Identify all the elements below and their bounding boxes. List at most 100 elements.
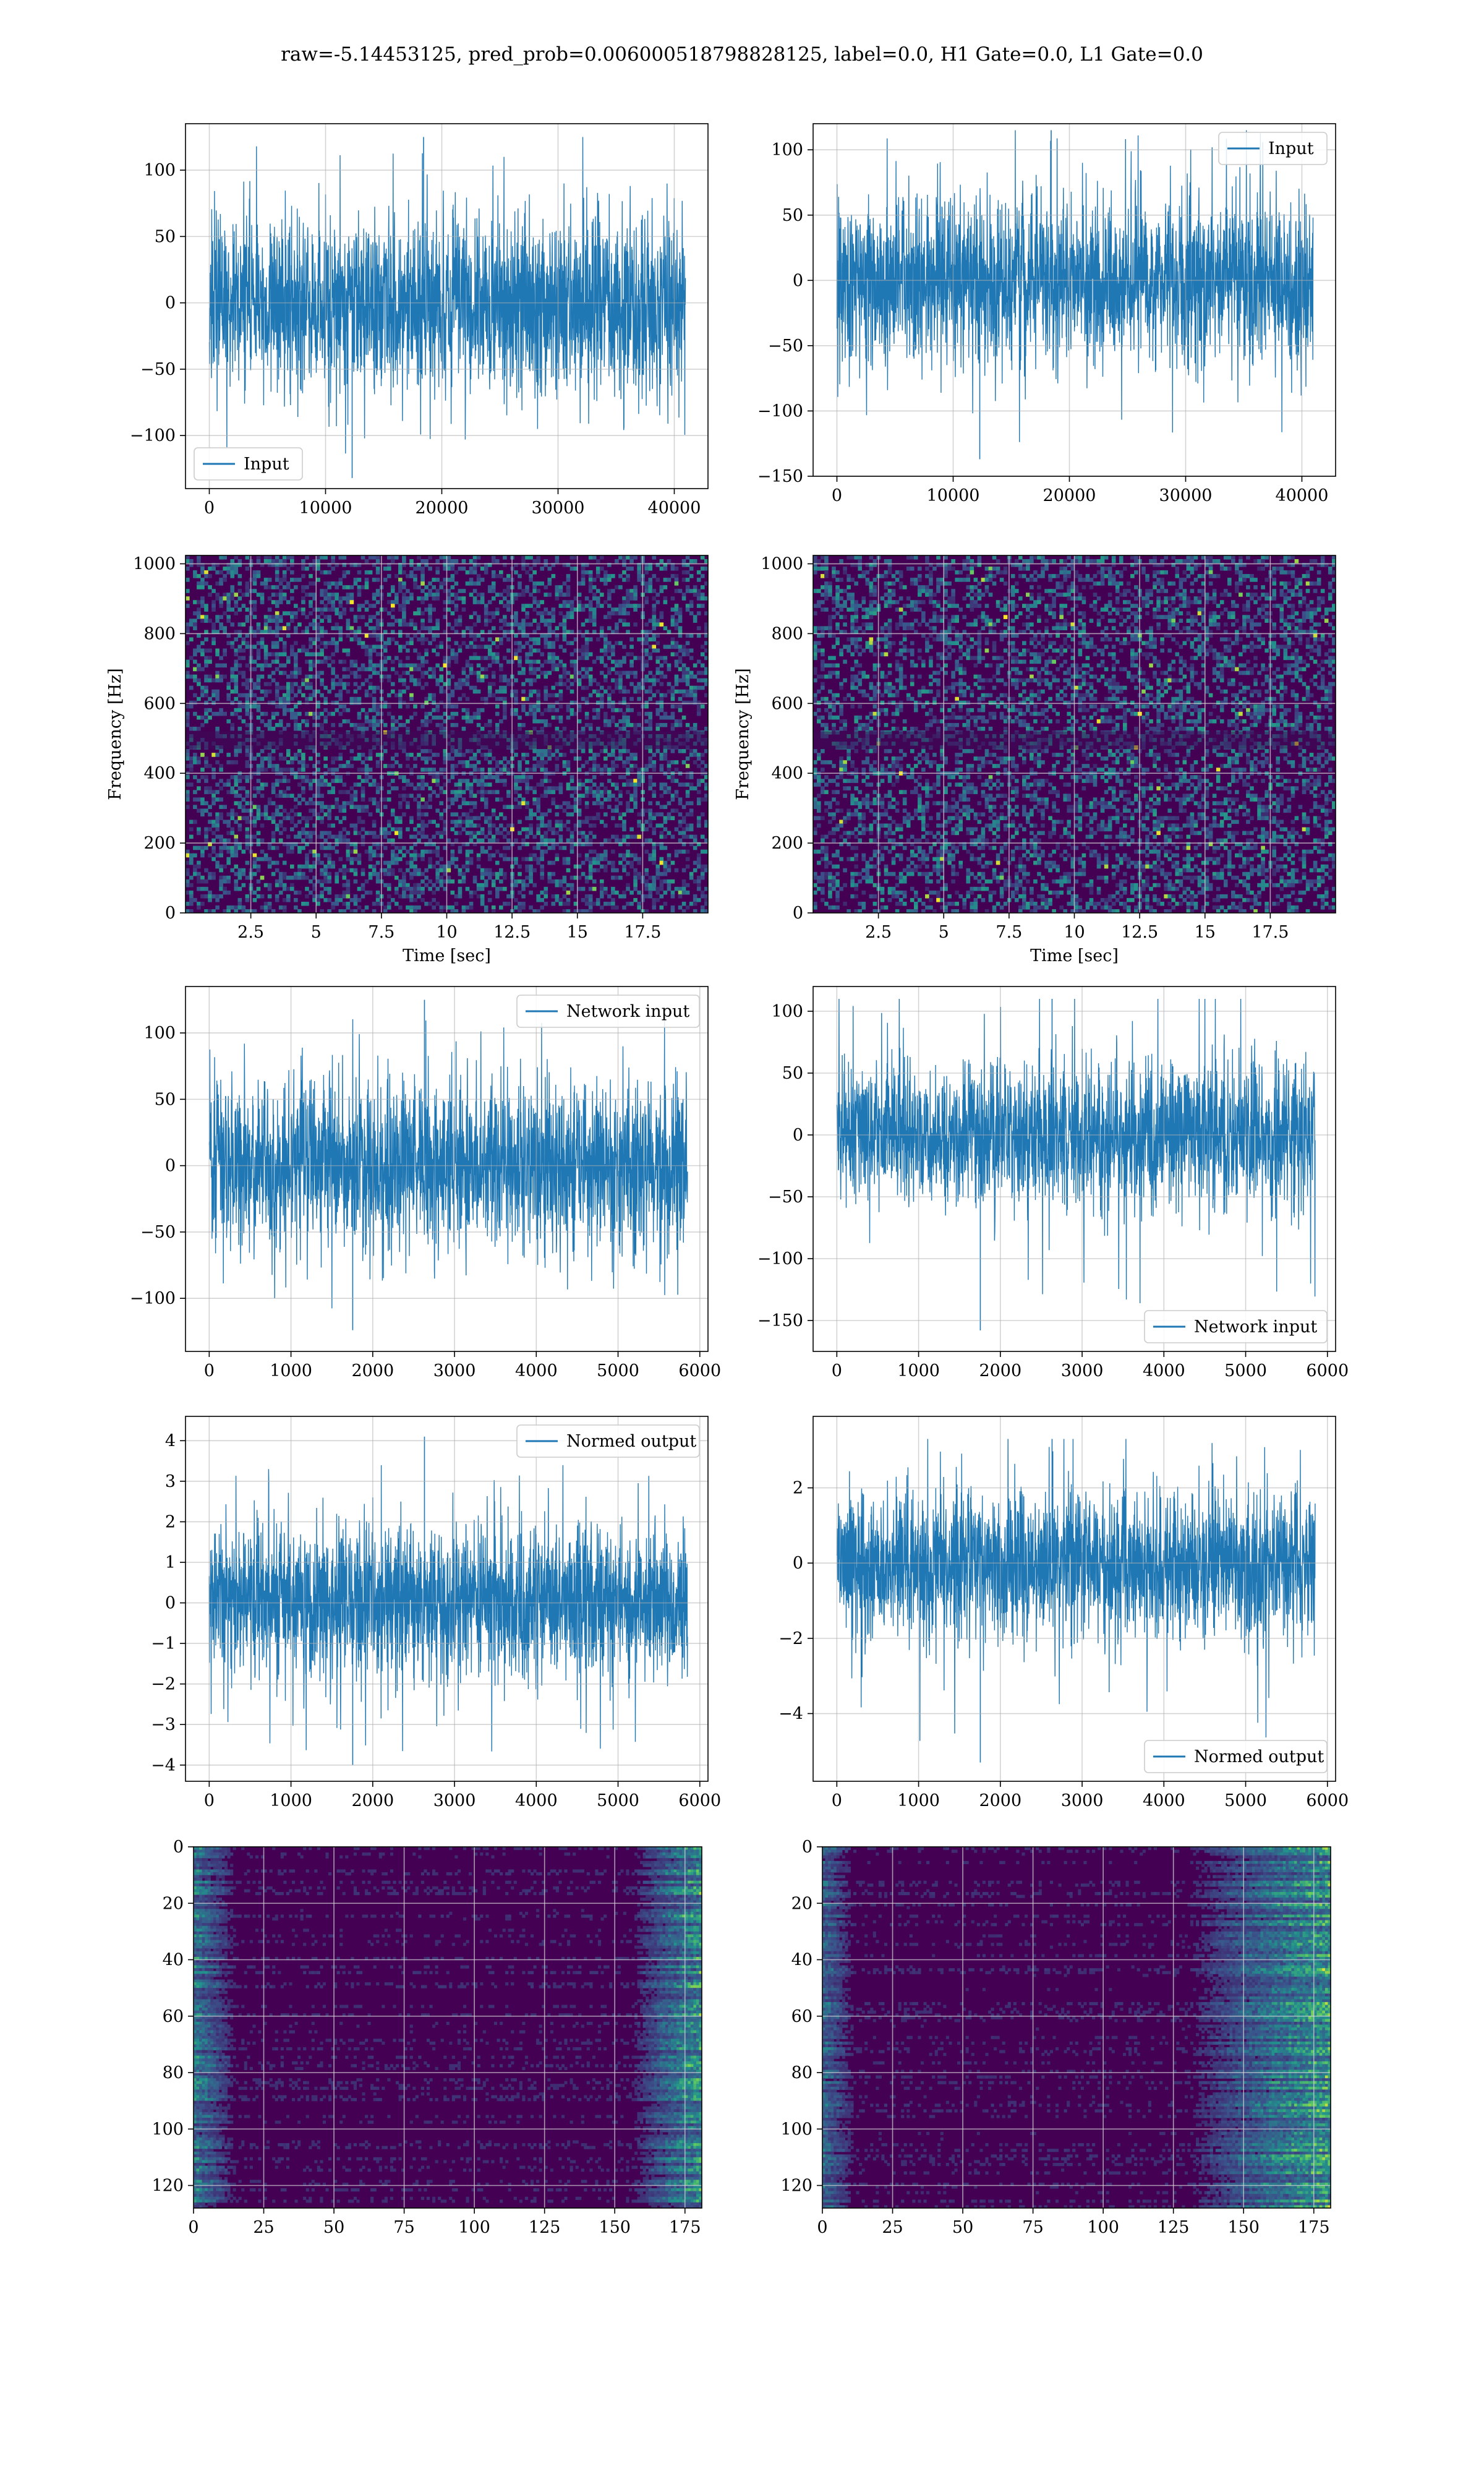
heatmap-cell <box>581 607 586 612</box>
heatmap-cell <box>529 567 533 571</box>
heatmap-cell <box>402 604 406 608</box>
heatmap-cell <box>316 615 320 619</box>
heatmap-cell <box>626 555 630 560</box>
x-tick-label: 20000 <box>1043 486 1096 505</box>
heatmap-cell <box>211 797 216 802</box>
heatmap-cell <box>443 831 448 836</box>
heatmap-cell <box>652 886 657 891</box>
heatmap-cell <box>237 801 242 805</box>
heatmap-cell <box>450 674 455 679</box>
heatmap-cell <box>234 782 239 787</box>
heatmap-cell <box>256 674 261 679</box>
heatmap-cell <box>406 656 410 661</box>
heatmap-cell <box>611 648 615 653</box>
heatmap-cell <box>260 749 265 753</box>
heatmap-cell <box>562 674 567 679</box>
heatmap-cell <box>648 715 653 720</box>
heatmap-cell <box>573 823 578 828</box>
heatmap-cell <box>525 659 529 664</box>
heatmap-cell <box>592 816 597 821</box>
heatmap-cell <box>226 563 231 567</box>
heatmap-cell <box>417 753 421 757</box>
heatmap-cell <box>386 864 391 869</box>
heatmap-cell <box>424 670 429 675</box>
heatmap-cell <box>536 816 540 821</box>
heatmap-cell <box>562 886 567 891</box>
heatmap-cell <box>446 600 451 604</box>
heatmap-cell <box>629 589 634 593</box>
heatmap-cell <box>622 764 626 768</box>
heatmap-cell <box>584 779 589 783</box>
heatmap-cell <box>458 794 463 798</box>
heatmap-cell <box>420 570 425 575</box>
heatmap-cell <box>297 749 302 753</box>
heatmap-cell <box>260 600 265 604</box>
heatmap-cell <box>256 622 261 627</box>
heatmap-cell <box>364 779 369 783</box>
heatmap-cell <box>230 667 235 672</box>
heatmap-cell <box>615 708 619 713</box>
heatmap-cell <box>629 860 634 865</box>
heatmap-cell <box>577 886 582 891</box>
heatmap-cell <box>386 886 391 891</box>
heatmap-cell <box>644 659 649 664</box>
heatmap-cell <box>633 797 638 802</box>
heatmap-cell <box>495 760 500 764</box>
heatmap-cell <box>305 894 309 899</box>
heatmap-cell <box>420 596 425 601</box>
heatmap-cell <box>629 722 634 727</box>
heatmap-cell <box>476 633 481 638</box>
heatmap-cell <box>375 719 380 724</box>
heatmap-cell <box>223 864 227 869</box>
heatmap-cell <box>335 682 339 687</box>
heatmap-cell <box>611 574 615 578</box>
heatmap-cell <box>629 644 634 649</box>
heatmap-cell <box>413 578 417 582</box>
heatmap-cell <box>555 667 560 672</box>
heatmap-cell <box>197 667 201 672</box>
heatmap-cell <box>465 626 470 631</box>
heatmap-cell <box>428 820 432 824</box>
heatmap-cell <box>234 871 239 876</box>
heatmap-cell <box>461 760 466 764</box>
heatmap-cell <box>461 801 466 805</box>
heatmap-cell <box>547 827 552 832</box>
heatmap-cell <box>476 857 481 862</box>
heatmap-cell <box>211 589 216 593</box>
heatmap-cell <box>390 786 395 790</box>
heatmap-cell <box>312 641 317 646</box>
heatmap-cell <box>338 897 343 902</box>
heatmap-cell <box>446 696 451 701</box>
heatmap-cell <box>633 689 638 694</box>
heatmap-cell <box>353 637 358 642</box>
heatmap-cell <box>461 682 466 687</box>
heatmap-cell <box>637 563 641 567</box>
heatmap-cell <box>234 842 239 847</box>
heatmap-cell <box>633 853 638 858</box>
heatmap-cell <box>301 585 305 589</box>
heatmap-cell <box>309 838 313 843</box>
heatmap-cell <box>428 611 432 615</box>
heatmap-cell <box>472 652 477 657</box>
heatmap-cell <box>573 596 578 601</box>
heatmap-cell <box>503 696 507 701</box>
heatmap-cell <box>320 648 324 653</box>
heatmap-cell <box>357 700 362 705</box>
heatmap-cell <box>626 842 630 847</box>
heatmap-cell <box>237 805 242 810</box>
heatmap-cell <box>245 779 250 783</box>
heatmap-cell <box>309 868 313 873</box>
heatmap-cell <box>424 849 429 854</box>
heatmap-cell <box>331 845 336 850</box>
heatmap-cell <box>197 644 201 649</box>
heatmap-cell <box>480 812 485 817</box>
heatmap-cell <box>573 637 578 642</box>
heatmap-cell <box>417 637 421 642</box>
heatmap-cell <box>644 641 649 646</box>
heatmap-cell <box>595 689 600 694</box>
heatmap-cell <box>230 567 235 571</box>
heatmap-cell <box>633 685 638 690</box>
heatmap-cell <box>320 722 324 727</box>
heatmap-cell <box>562 670 567 675</box>
heatmap-cell <box>558 719 563 724</box>
